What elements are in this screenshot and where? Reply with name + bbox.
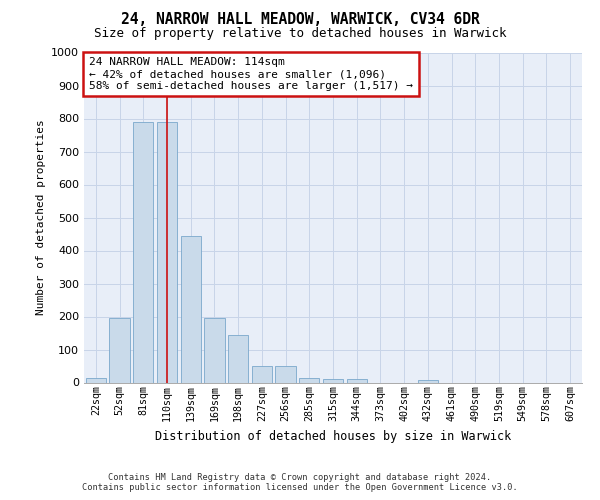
Text: Contains HM Land Registry data © Crown copyright and database right 2024.
Contai: Contains HM Land Registry data © Crown c… xyxy=(82,473,518,492)
Bar xyxy=(347,379,367,382)
Bar xyxy=(133,122,154,382)
Bar xyxy=(323,378,343,382)
Bar xyxy=(275,366,296,382)
Bar xyxy=(418,380,438,382)
Bar xyxy=(181,236,201,382)
Text: Size of property relative to detached houses in Warwick: Size of property relative to detached ho… xyxy=(94,28,506,40)
Y-axis label: Number of detached properties: Number of detached properties xyxy=(35,120,46,316)
X-axis label: Distribution of detached houses by size in Warwick: Distribution of detached houses by size … xyxy=(155,430,511,442)
Bar xyxy=(228,334,248,382)
Bar xyxy=(299,378,319,382)
Bar xyxy=(109,318,130,382)
Text: 24, NARROW HALL MEADOW, WARWICK, CV34 6DR: 24, NARROW HALL MEADOW, WARWICK, CV34 6D… xyxy=(121,12,479,28)
Bar xyxy=(86,378,106,382)
Bar xyxy=(205,318,224,382)
Text: 24 NARROW HALL MEADOW: 114sqm
← 42% of detached houses are smaller (1,096)
58% o: 24 NARROW HALL MEADOW: 114sqm ← 42% of d… xyxy=(89,58,413,90)
Bar xyxy=(157,122,177,382)
Bar xyxy=(252,366,272,382)
